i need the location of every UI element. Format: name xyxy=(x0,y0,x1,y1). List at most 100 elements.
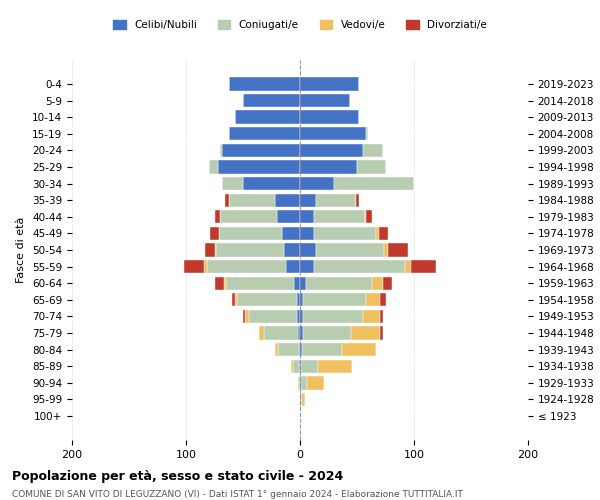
Bar xyxy=(300,78,359,90)
Bar xyxy=(379,226,388,240)
Bar xyxy=(215,244,284,256)
Bar xyxy=(301,360,318,373)
Bar xyxy=(380,310,383,323)
Bar xyxy=(300,110,359,124)
Bar xyxy=(243,310,245,323)
Bar xyxy=(184,260,204,274)
Bar xyxy=(300,360,301,373)
Bar xyxy=(300,293,304,306)
Bar xyxy=(300,127,366,140)
Bar xyxy=(362,310,380,323)
Bar xyxy=(223,177,243,190)
Bar xyxy=(245,310,249,323)
Bar xyxy=(235,110,300,124)
Bar xyxy=(295,276,300,290)
Bar xyxy=(275,194,300,207)
Bar xyxy=(296,310,300,323)
Bar xyxy=(300,177,334,190)
Bar xyxy=(304,326,352,340)
Bar xyxy=(243,177,300,190)
Bar xyxy=(316,244,385,256)
Bar xyxy=(286,260,300,274)
Bar xyxy=(226,276,295,290)
Bar xyxy=(277,210,300,224)
Y-axis label: Fasce di età: Fasce di età xyxy=(16,217,26,283)
Bar xyxy=(410,260,436,274)
Bar xyxy=(301,393,302,406)
Bar xyxy=(302,393,305,406)
Bar xyxy=(238,293,296,306)
Bar xyxy=(388,244,409,256)
Bar xyxy=(215,276,224,290)
Bar xyxy=(225,194,229,207)
Bar xyxy=(318,360,352,373)
Bar xyxy=(215,210,220,224)
Bar xyxy=(316,194,356,207)
Bar xyxy=(300,343,302,356)
Bar xyxy=(314,210,365,224)
Bar xyxy=(302,343,342,356)
Legend: Celibi/Nubili, Coniugati/e, Vedovi/e, Divorziati/e: Celibi/Nubili, Coniugati/e, Vedovi/e, Di… xyxy=(109,16,491,34)
Bar xyxy=(366,210,372,224)
Bar xyxy=(357,160,386,173)
Bar xyxy=(300,276,306,290)
Bar xyxy=(232,293,235,306)
Bar xyxy=(291,360,293,373)
Bar xyxy=(301,376,307,390)
Bar xyxy=(342,343,376,356)
Bar xyxy=(300,244,316,256)
Bar xyxy=(383,276,392,290)
Bar xyxy=(405,260,410,274)
Bar xyxy=(220,210,277,224)
Bar xyxy=(229,127,300,140)
Bar xyxy=(235,293,238,306)
Bar xyxy=(300,260,314,274)
Bar xyxy=(300,210,314,224)
Bar xyxy=(365,210,366,224)
Bar xyxy=(356,194,359,207)
Bar xyxy=(219,226,282,240)
Bar xyxy=(366,293,380,306)
Bar xyxy=(204,260,206,274)
Bar xyxy=(278,343,299,356)
Bar xyxy=(314,260,405,274)
Bar xyxy=(300,326,304,340)
Bar xyxy=(206,260,286,274)
Bar xyxy=(284,244,300,256)
Bar xyxy=(249,310,296,323)
Bar xyxy=(205,244,215,256)
Bar xyxy=(300,144,362,157)
Bar xyxy=(299,360,300,373)
Bar xyxy=(362,144,383,157)
Bar xyxy=(293,360,299,373)
Bar xyxy=(210,226,219,240)
Bar xyxy=(259,326,263,340)
Bar xyxy=(300,94,350,107)
Text: COMUNE DI SAN VITO DI LEGUZZANO (VI) - Dati ISTAT 1° gennaio 2024 - Elaborazione: COMUNE DI SAN VITO DI LEGUZZANO (VI) - D… xyxy=(12,490,463,499)
Bar xyxy=(300,194,316,207)
Bar xyxy=(229,194,275,207)
Bar xyxy=(306,276,372,290)
Bar xyxy=(372,276,383,290)
Bar xyxy=(376,226,379,240)
Bar xyxy=(275,343,278,356)
Bar xyxy=(380,293,386,306)
Bar xyxy=(300,376,301,390)
Bar xyxy=(385,244,388,256)
Bar xyxy=(300,160,357,173)
Bar xyxy=(304,293,366,306)
Bar xyxy=(314,226,376,240)
Bar xyxy=(218,160,300,173)
Bar xyxy=(300,226,314,240)
Bar xyxy=(380,326,383,340)
Bar xyxy=(282,226,300,240)
Bar xyxy=(243,94,300,107)
Bar xyxy=(296,293,300,306)
Bar xyxy=(352,326,380,340)
Bar xyxy=(300,310,304,323)
Bar xyxy=(304,310,363,323)
Bar xyxy=(223,144,300,157)
Bar xyxy=(220,144,223,157)
Bar xyxy=(366,127,368,140)
Bar xyxy=(229,78,300,90)
